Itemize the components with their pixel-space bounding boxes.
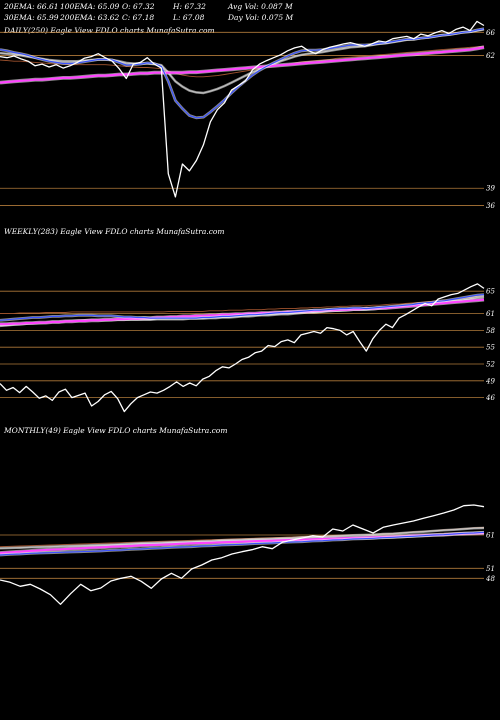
level-label: 61 — [486, 532, 495, 540]
ema-long-line — [0, 46, 485, 84]
ema-brown-line — [0, 45, 485, 78]
price-line — [0, 20, 485, 198]
level-label: 52 — [486, 361, 495, 369]
ema-brown-line — [0, 295, 485, 315]
ema-short-line — [0, 28, 485, 119]
level-label: 49 — [485, 377, 495, 385]
level-label: 62 — [486, 52, 495, 60]
open-readout: O: 67.32 — [122, 2, 155, 11]
level-label: 66 — [486, 29, 495, 37]
low-readout: L: 67.08 — [173, 13, 205, 22]
daily-chart-label: DAILY(250) Eagle View FDLO charts Munafa… — [4, 26, 215, 35]
weekly-chart: 65 61 58 55 52 49 46 — [0, 283, 495, 413]
monthly-chart-label: MONTHLY(49) Eagle View FDLO charts Munaf… — [4, 426, 228, 435]
ema20-readout: 20EMA: 66.61 — [4, 2, 59, 11]
high-readout: H: 67.32 — [173, 2, 206, 11]
ema100-readout: 100EMA: 65.09 — [60, 2, 120, 11]
avg-volume-readout: Avg Vol: 0.087 M — [228, 2, 293, 11]
level-label: 36 — [486, 202, 495, 210]
ema-short-line — [0, 531, 485, 556]
level-label: 46 — [485, 394, 495, 402]
level-label: 51 — [486, 565, 495, 573]
weekly-chart-label: WEEKLY(283) Eagle View FDLO charts Munaf… — [4, 227, 225, 236]
price-line — [0, 504, 485, 605]
price-line — [0, 283, 485, 413]
level-label: 61 — [486, 310, 495, 318]
level-label: 55 — [486, 344, 495, 352]
ema200-readout: 200EMA: 63.62 — [60, 13, 120, 22]
level-label: 39 — [486, 185, 495, 193]
ema-mid-line — [0, 527, 485, 549]
monthly-chart: 61 51 48 — [0, 504, 495, 605]
daily-chart: 66 62 39 36 — [0, 20, 495, 210]
day-volume-readout: Day Vol: 0.075 M — [228, 13, 294, 22]
ema-short-line — [0, 294, 485, 321]
level-label: 65 — [486, 288, 495, 296]
ema30-readout: 30EMA: 65.99 — [4, 13, 59, 22]
level-label: 48 — [485, 575, 495, 583]
level-label: 58 — [486, 327, 495, 335]
close-readout: C: 67.18 — [122, 13, 155, 22]
ema-short-halo — [0, 27, 485, 120]
